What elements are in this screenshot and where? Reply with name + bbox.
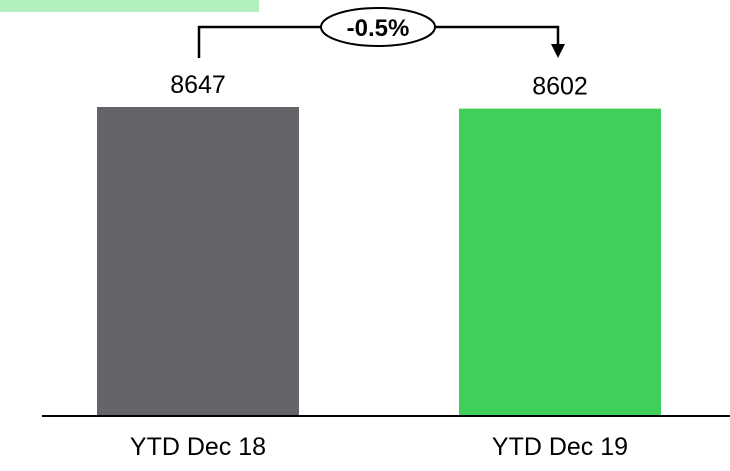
header-band [0,0,259,12]
bar-1 [97,107,299,416]
change-percent-label: -0.5% [347,15,410,42]
bar-2 [459,108,661,417]
bars-group [97,107,661,417]
value-label-1: 8647 [170,71,226,99]
category-label-1: YTD Dec 18 [130,433,266,461]
category-label-2: YTD Dec 19 [492,433,628,461]
change-annotation: -0.5% [197,7,565,58]
value-labels-group: 8647 8602 [170,71,588,101]
change-arrowhead [551,44,565,58]
change-badge-oval [320,7,436,47]
category-labels-group: YTD Dec 18 YTD Dec 19 [130,433,628,461]
value-label-2: 8602 [532,73,588,101]
